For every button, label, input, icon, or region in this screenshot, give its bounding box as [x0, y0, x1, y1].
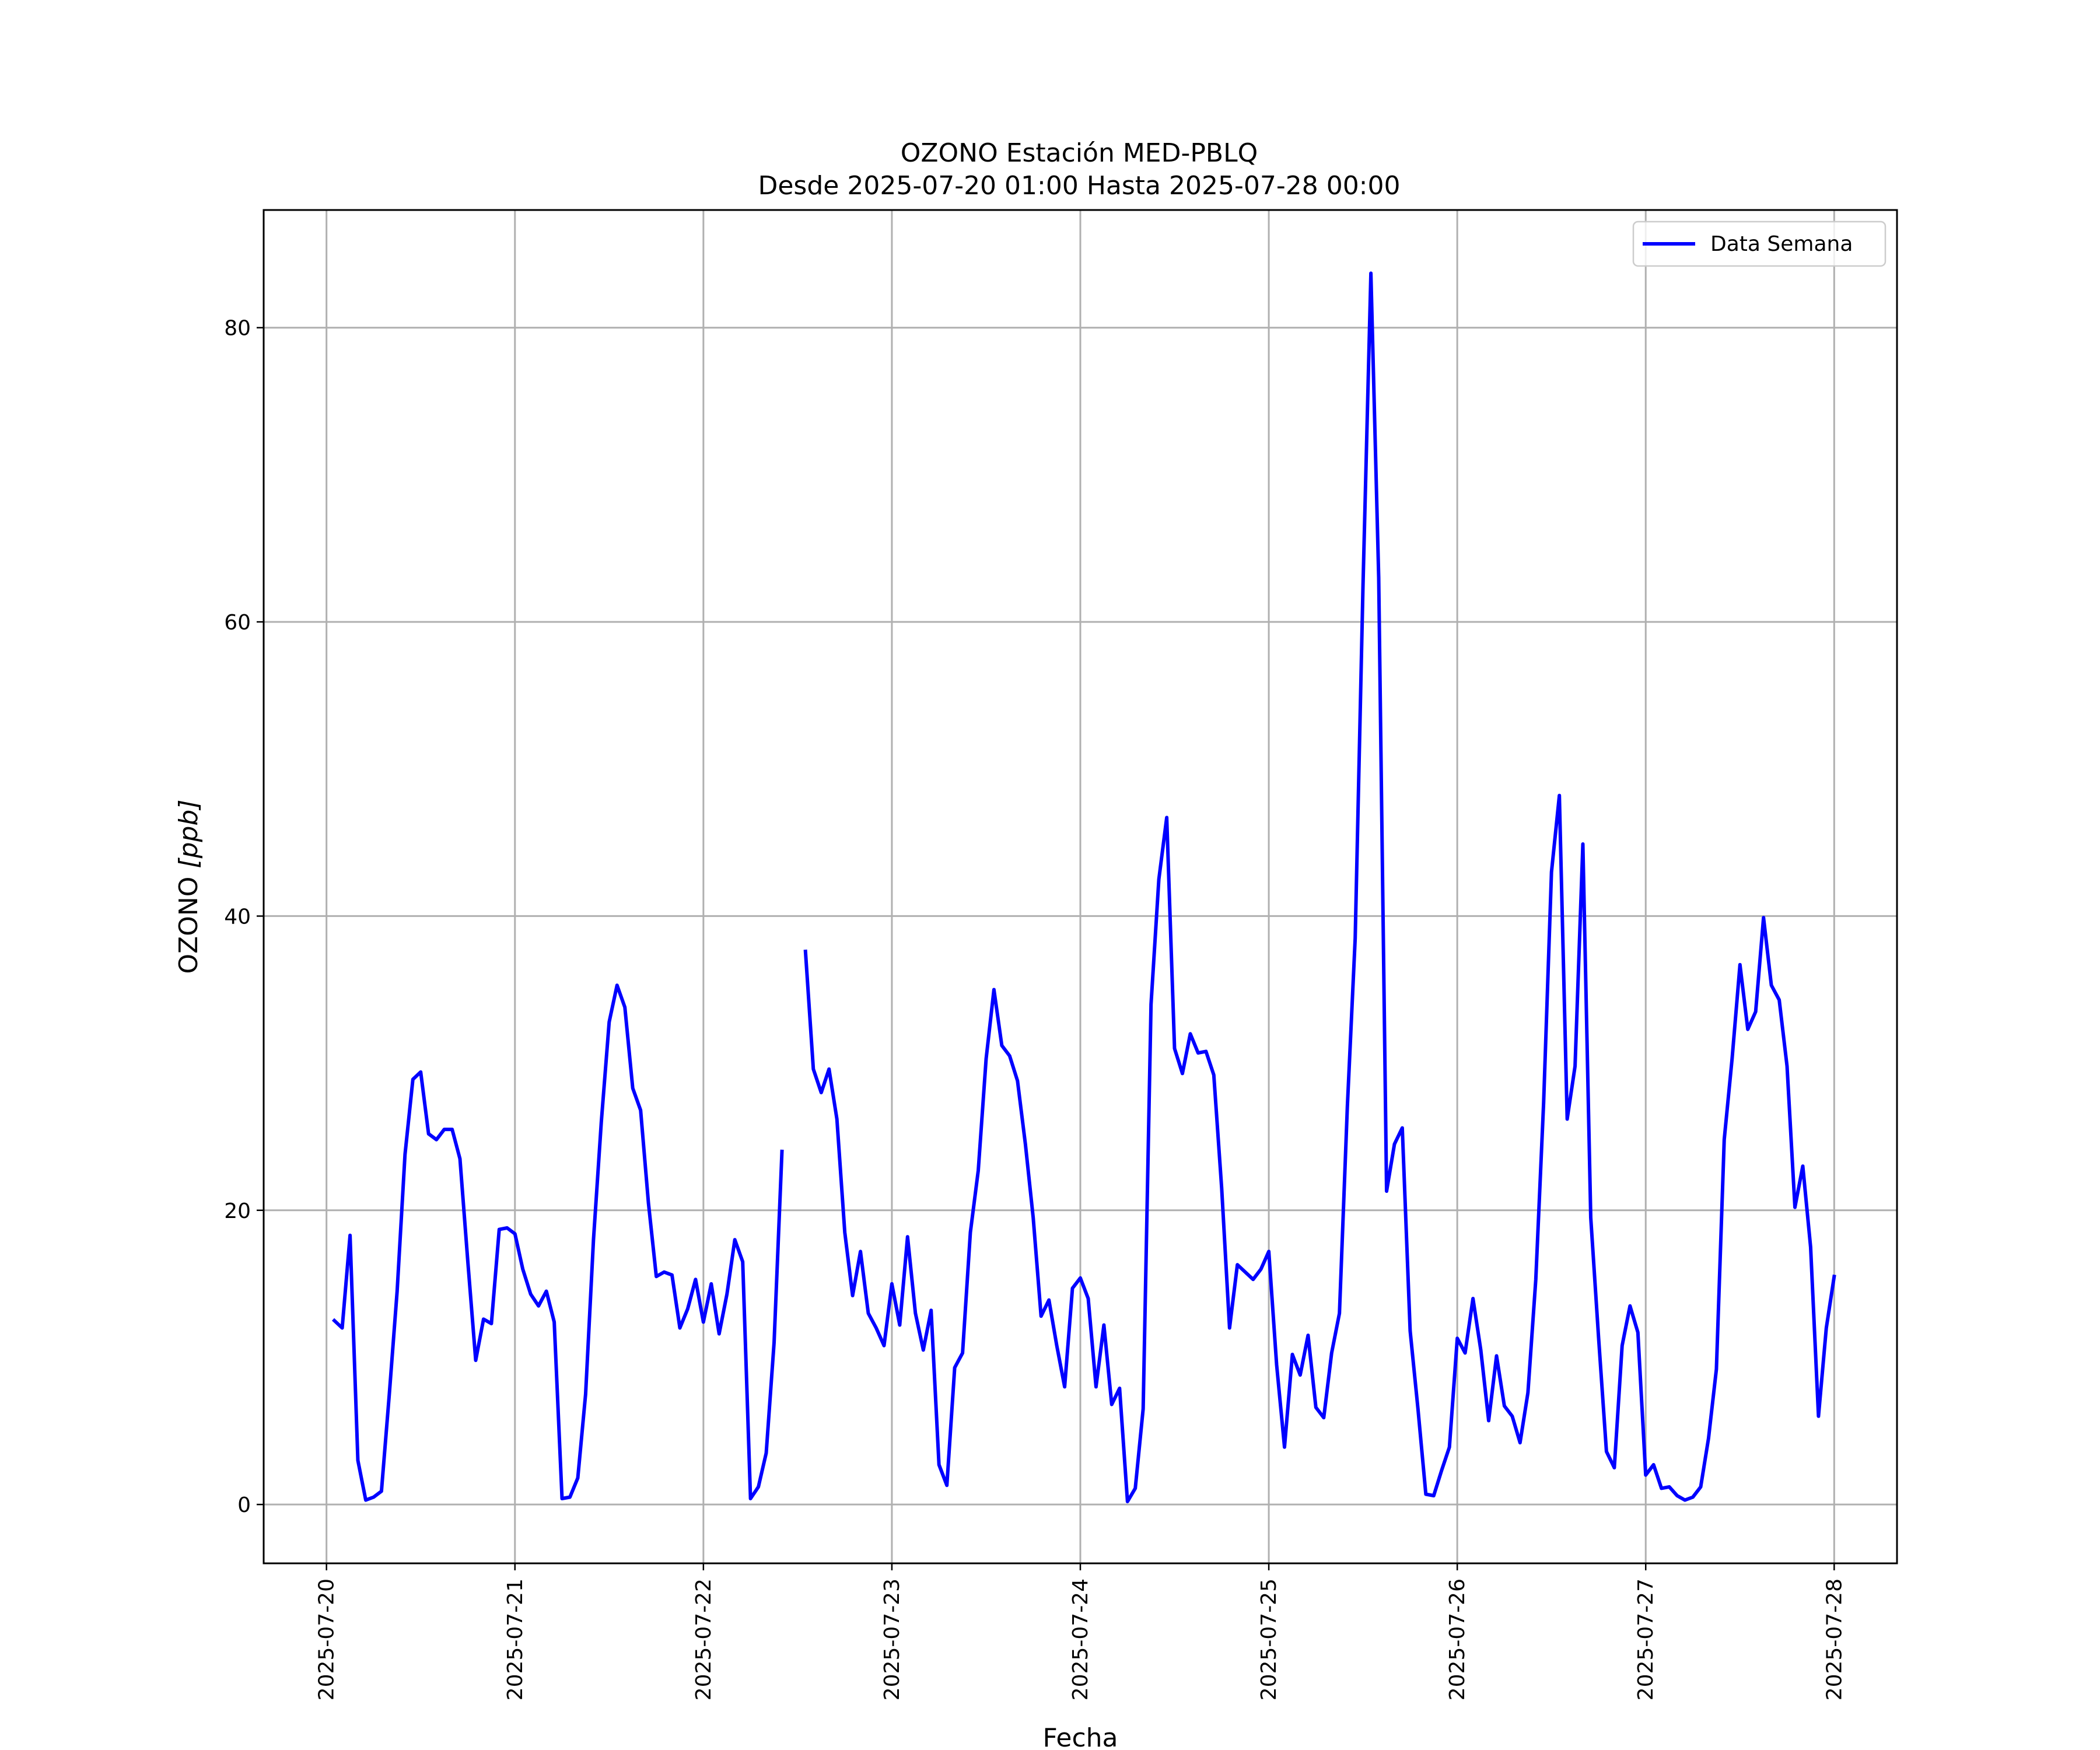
- y-axis-label-main: OZONO: [174, 869, 204, 974]
- series-line-0-segment-0: [331, 984, 784, 1502]
- y-tick-label-1: 20: [224, 1199, 251, 1223]
- y-tick-label-3: 60: [224, 611, 251, 635]
- x-axis-ticks: 2025-07-20 2025-07-21 2025-07-22 2025-07-23…: [315, 1563, 1846, 1700]
- y-axis-label: OZONO [ppb]: [174, 799, 204, 974]
- y-tick-label-4: 80: [224, 317, 251, 341]
- x-tick-label-3: 2025-07-23: [880, 1578, 904, 1700]
- x-tick-label-5: 2025-07-25: [1257, 1578, 1281, 1700]
- x-tick-label-6: 2025-07-26: [1446, 1578, 1469, 1700]
- series-layer: [331, 271, 1836, 1504]
- x-tick-label-7: 2025-07-27: [1634, 1578, 1658, 1700]
- chart-subtitle: Desde 2025-07-20 01:00 Hasta 2025-07-28 …: [758, 171, 1400, 201]
- x-tick-label-4: 2025-07-24: [1069, 1578, 1093, 1700]
- y-gridlines: [264, 327, 1897, 1506]
- legend-label: Data Semana: [1710, 232, 1853, 256]
- y-axis-label-unit: [ppb]: [174, 799, 204, 868]
- y-tick-label-0: 0: [237, 1493, 251, 1517]
- series-line-0-segment-1: [803, 271, 1836, 1504]
- x-tick-label-0: 2025-07-20: [315, 1578, 339, 1700]
- y-axis-ticks: 0 20 40 60 80: [224, 317, 264, 1517]
- x-tick-label-1: 2025-07-21: [503, 1578, 527, 1700]
- x-tick-label-2: 2025-07-22: [692, 1578, 716, 1700]
- legend-box: [1632, 220, 1887, 267]
- chart-title: OZONO Estación MED-PBLQ: [901, 138, 1258, 168]
- y-tick-label-2: 40: [224, 905, 251, 929]
- x-axis-label: Fecha: [1042, 1723, 1118, 1750]
- legend: Data Semana: [1632, 220, 1887, 267]
- x-tick-label-8: 2025-07-28: [1822, 1578, 1846, 1700]
